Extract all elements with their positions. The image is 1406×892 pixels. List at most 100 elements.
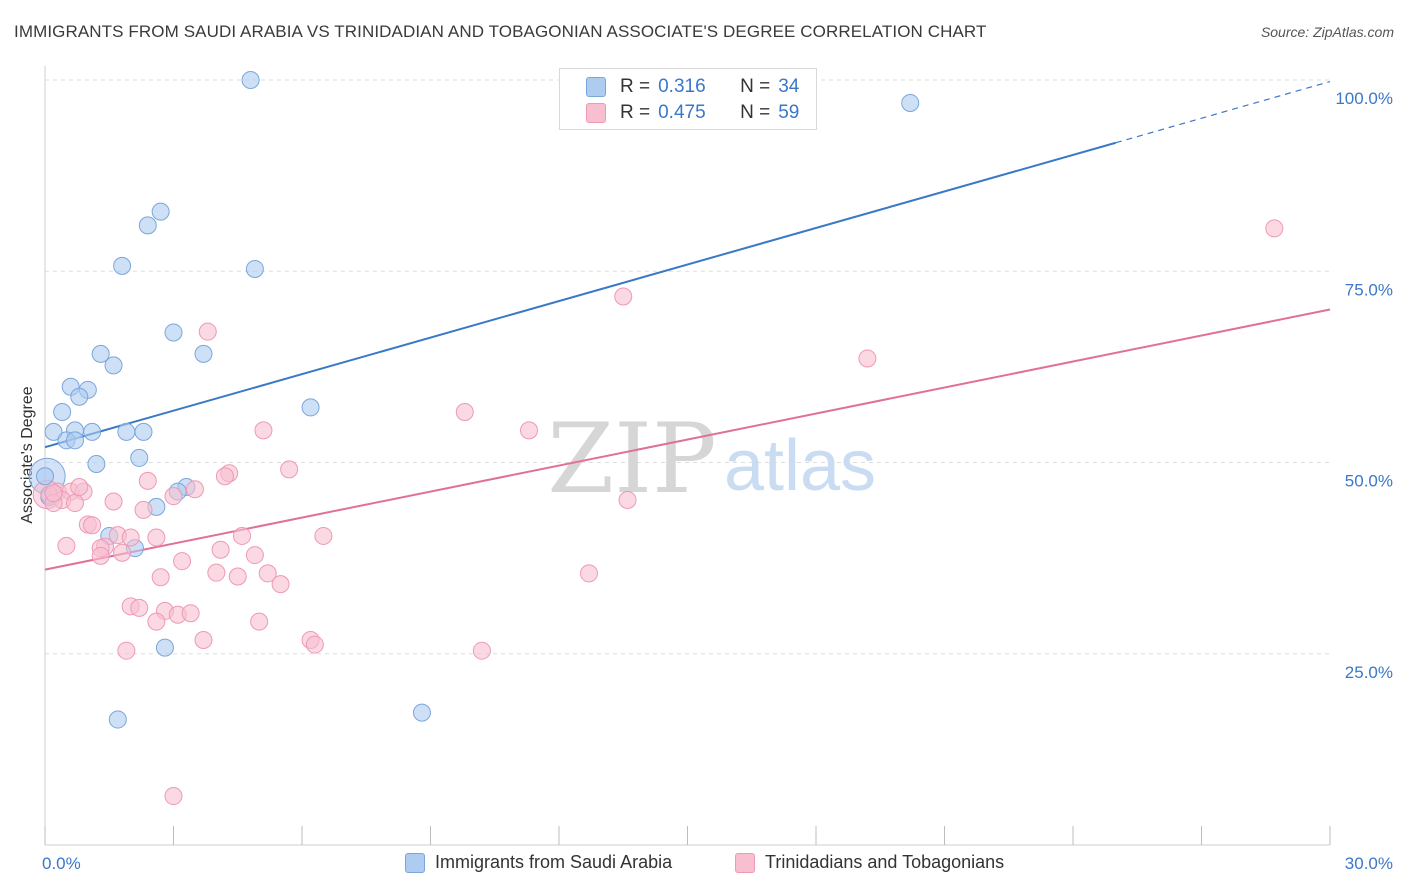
point-trinidad: [305, 635, 324, 654]
point-trinidad: [134, 500, 153, 519]
correlation-legend: R = 0.316 N = 34 R = 0.475 N = 59: [559, 68, 817, 130]
point-saudi: [194, 344, 213, 363]
legend-swatch-saudi: [405, 852, 425, 873]
point-trinidad: [472, 641, 491, 660]
point-trinidad: [258, 564, 277, 583]
point-trinidad: [83, 516, 102, 535]
point-trinidad: [117, 641, 136, 660]
point-trinidad: [211, 540, 230, 559]
point-trinidad: [618, 490, 637, 509]
trend-line: [44, 308, 1331, 571]
point-trinidad: [520, 421, 539, 440]
point-trinidad: [164, 487, 183, 506]
axes: [44, 66, 1331, 846]
legend-item-trinidad[interactable]: Trinidadians and Tobagonians: [735, 852, 1004, 873]
point-trinidad: [614, 287, 633, 306]
point-trinidad: [147, 528, 166, 547]
point-trinidad: [455, 403, 474, 422]
legend-n-label: N =: [740, 102, 771, 123]
legend-label-trinidad: Trinidadians and Tobagonians: [765, 852, 1005, 872]
watermark-atlas: atlas: [724, 426, 876, 506]
point-saudi: [134, 422, 153, 441]
point-trinidad: [104, 492, 123, 511]
point-trinidad: [254, 421, 273, 440]
chart-title: IMMIGRANTS FROM SAUDI ARABIA VS TRINIDAD…: [14, 22, 987, 41]
point-trinidad: [173, 552, 192, 571]
point-trinidad: [314, 526, 333, 545]
legend-swatch-blue: [586, 77, 606, 97]
data-points: [28, 71, 1284, 806]
legend-n-value: 34: [778, 76, 800, 97]
legend-label-saudi: Immigrants from Saudi Arabia: [435, 852, 673, 872]
point-saudi: [151, 202, 170, 221]
point-trinidad: [233, 526, 252, 545]
point-trinidad: [250, 612, 269, 631]
point-trinidad: [65, 494, 84, 513]
point-trinidad: [198, 322, 217, 341]
legend-r-value: 0.475: [658, 102, 706, 123]
point-trinidad: [164, 787, 183, 806]
point-saudi: [412, 703, 431, 722]
legend-row-trinidad: R = 0.475 N = 59: [586, 100, 799, 126]
point-saudi: [901, 93, 920, 112]
point-saudi: [130, 448, 149, 467]
trend-lines: [44, 80, 1331, 571]
point-trinidad: [280, 460, 299, 479]
point-saudi: [65, 431, 84, 450]
point-trinidad: [70, 477, 89, 496]
series-legend: Immigrants from Saudi Arabia Trinidadian…: [0, 852, 1406, 878]
point-saudi: [83, 422, 102, 441]
legend-item-saudi[interactable]: Immigrants from Saudi Arabia: [405, 852, 672, 873]
point-saudi: [36, 467, 54, 486]
point-trinidad: [44, 484, 63, 503]
point-trinidad: [207, 563, 226, 582]
point-trinidad: [228, 567, 247, 586]
point-trinidad: [151, 568, 170, 587]
point-saudi: [53, 403, 72, 422]
tick-labels: 25.0% 50.0% 75.0% 100.0% 0.0% 30.0%: [42, 89, 1393, 873]
y-tick-label: 25.0%: [1345, 663, 1393, 682]
point-saudi: [91, 344, 110, 363]
point-trinidad: [138, 471, 157, 490]
point-trinidad: [858, 349, 877, 368]
point-saudi: [70, 387, 89, 406]
point-trinidad: [579, 564, 598, 583]
legend-swatch-trinidad: [735, 852, 755, 873]
point-trinidad: [245, 546, 264, 565]
point-trinidad: [113, 543, 132, 562]
point-saudi: [164, 323, 183, 342]
point-trinidad: [215, 467, 234, 486]
point-trinidad: [1265, 219, 1284, 238]
trend-line-extension: [1115, 80, 1331, 144]
point-trinidad: [121, 528, 140, 547]
watermark: ZIP atlas: [547, 403, 876, 515]
point-trinidad: [57, 536, 76, 555]
point-trinidad: [181, 604, 200, 623]
legend-n-value: 59: [778, 102, 800, 123]
point-saudi: [113, 256, 132, 275]
x-tick-label: 0.0%: [42, 854, 81, 873]
point-trinidad: [91, 546, 110, 565]
point-saudi: [44, 422, 63, 441]
x-tick-label: 30.0%: [1345, 854, 1393, 873]
legend-r-label: R =: [620, 76, 651, 97]
source-label: Source: ZipAtlas.com: [1260, 24, 1394, 40]
legend-swatch-pink: [586, 103, 606, 123]
point-saudi: [138, 216, 157, 235]
point-trinidad: [130, 598, 149, 617]
point-saudi: [117, 422, 136, 441]
trend-line: [44, 141, 1117, 449]
point-trinidad: [147, 612, 166, 631]
legend-row-saudi: R = 0.316 N = 34: [586, 74, 799, 100]
legend-r-label: R =: [620, 102, 651, 123]
point-trinidad: [271, 575, 290, 594]
point-saudi: [241, 71, 260, 89]
point-saudi: [87, 455, 106, 474]
point-saudi: [301, 398, 320, 417]
legend-n-label: N =: [740, 76, 771, 97]
point-saudi: [245, 259, 264, 278]
point-saudi: [104, 356, 123, 375]
y-tick-label: 50.0%: [1345, 472, 1393, 491]
y-tick-label: 100.0%: [1335, 89, 1393, 108]
